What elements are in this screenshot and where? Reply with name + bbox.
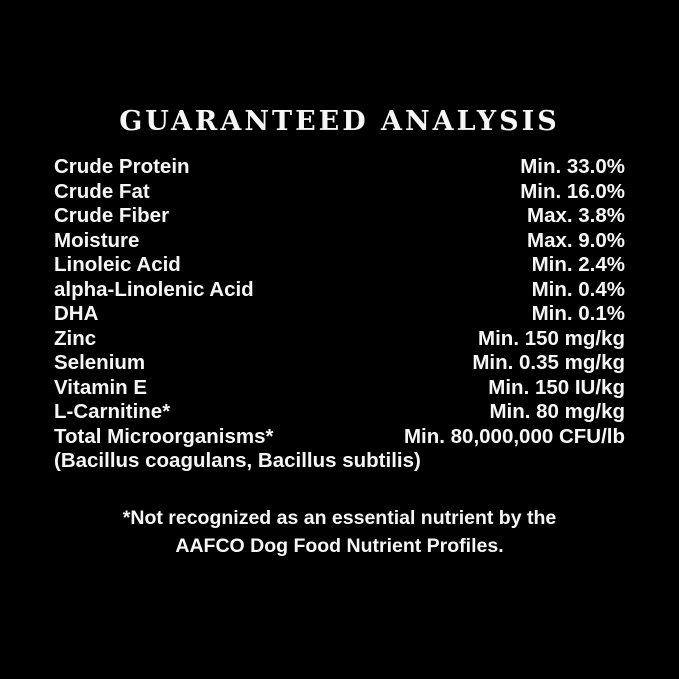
table-row: Linoleic Acid Min. 2.4%: [54, 253, 625, 278]
nutrient-label: Linoleic Acid: [54, 253, 181, 276]
table-row: alpha-Linolenic Acid Min. 0.4%: [54, 278, 625, 303]
table-row: Crude Fiber Max. 3.8%: [54, 204, 625, 229]
table-row: L-Carnitine* Min. 80 mg/kg: [54, 400, 625, 425]
table-row: Vitamin E Min. 150 IU/kg: [54, 376, 625, 401]
nutrient-value: Max. 9.0%: [527, 228, 625, 252]
nutrient-value: Min. 150 mg/kg: [478, 326, 625, 350]
nutrient-label: Crude Fiber: [54, 204, 170, 227]
analysis-table: Crude Protein Min. 33.0% Crude Fat Min. …: [54, 155, 625, 474]
nutrient-label: Vitamin E: [54, 375, 148, 399]
nutrient-value: Min. 0.4%: [531, 277, 625, 301]
table-row: Crude Fat Min. 16.0%: [54, 180, 625, 205]
footnote-line: AAFCO Dog Food Nutrient Profiles.: [175, 535, 504, 557]
table-row: Moisture Max. 9.0%: [54, 229, 625, 254]
table-row: DHA Min. 0.1%: [54, 302, 625, 327]
nutrient-value: Max. 3.8%: [527, 204, 625, 227]
table-row: Crude Protein Min. 33.0%: [54, 155, 625, 180]
nutrient-label: Total Microorganisms*: [54, 424, 274, 448]
nutrient-value: Min. 16.0%: [520, 179, 625, 203]
nutrient-label: alpha-Linolenic Acid: [54, 277, 254, 301]
nutrient-label: L-Carnitine*: [54, 400, 171, 423]
nutrient-label: DHA: [54, 302, 99, 325]
footnote-line: *Not recognized as an essential nutrient…: [122, 506, 557, 529]
nutrient-label: Moisture: [54, 228, 140, 252]
nutrient-value: Min. 2.4%: [531, 253, 625, 276]
microorganisms-species-note: (Bacillus coagulans, Bacillus subtilis): [54, 449, 421, 472]
nutrient-value: Min. 0.1%: [531, 302, 625, 325]
table-row: Zinc Min. 150 mg/kg: [54, 327, 625, 352]
nutrient-label: Crude Fat: [54, 179, 150, 203]
nutrient-value: Min. 150 IU/kg: [488, 375, 625, 399]
table-row: Total Microorganisms* Min. 80,000,000 CF…: [54, 425, 625, 450]
aafco-footnote: *Not recognized as an essential nutrient…: [54, 504, 625, 561]
table-row: Selenium Min. 0.35 mg/kg: [54, 351, 625, 376]
nutrient-value: Min. 80 mg/kg: [489, 400, 625, 423]
nutrient-label: Crude Protein: [54, 155, 190, 178]
nutrient-value: Min. 33.0%: [520, 155, 625, 178]
nutrient-label: Zinc: [54, 326, 97, 350]
nutrient-value: Min. 80,000,000 CFU/lb: [403, 424, 625, 448]
nutrient-label: Selenium: [54, 351, 146, 374]
nutrient-value: Min. 0.35 mg/kg: [472, 351, 625, 374]
page-title: GUARANTEED ANALYSIS: [119, 106, 560, 137]
